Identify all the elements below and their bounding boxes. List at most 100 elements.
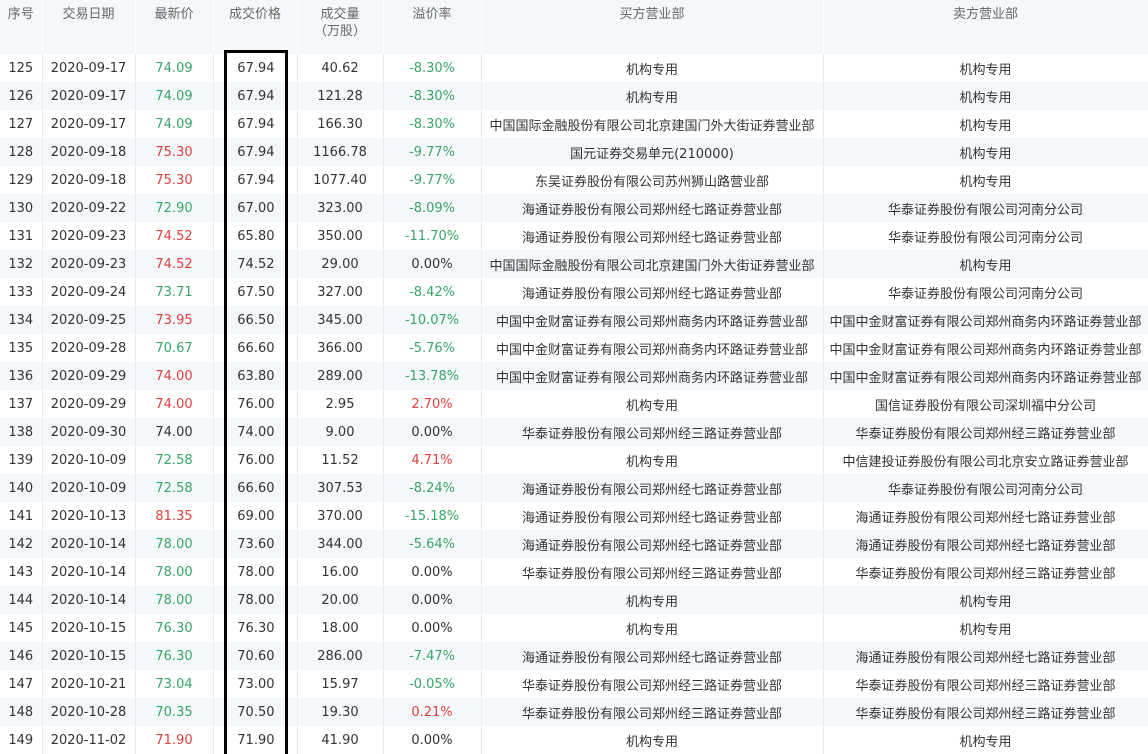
cell-latest-price: 76.30 [135, 642, 214, 670]
cell-no: 136 [0, 362, 43, 390]
cell-seller: 海通证券股份有限公司郑州经七路证券营业部 [823, 642, 1148, 670]
header-trade-price[interactable]: 成交价格 [213, 0, 298, 54]
table-row[interactable]: 132 2020-09-23 74.52 74.52 29.00 0.00% 中国国际金融股… [0, 250, 1148, 278]
cell-latest-price: 73.95 [135, 306, 214, 334]
cell-premium: -0.05% [383, 670, 482, 698]
table-row[interactable]: 129 2020-09-18 75.30 67.94 1077.40 -9.77% 东吴证券… [0, 166, 1148, 194]
table-row[interactable]: 136 2020-09-29 74.00 63.80 289.00 -13.78% 中国中金… [0, 362, 1148, 390]
cell-premium: 0.21% [383, 698, 482, 726]
cell-seller: 华泰证券股份有限公司郑州经三路证券营业部 [823, 698, 1148, 726]
table-row[interactable]: 133 2020-09-24 73.71 67.50 327.00 -8.42% 海通证券股… [0, 278, 1148, 306]
cell-date: 2020-10-13 [42, 502, 136, 530]
cell-premium: -15.18% [383, 502, 482, 530]
table-row[interactable]: 138 2020-09-30 74.00 74.00 9.00 0.00% 华泰证券股份有限… [0, 418, 1148, 446]
table-row[interactable]: 145 2020-10-15 76.30 76.30 18.00 0.00% 机构专用 机构专… [0, 614, 1148, 642]
cell-no: 135 [0, 334, 43, 362]
cell-buyer: 华泰证券股份有限公司郑州经三路证券营业部 [481, 558, 824, 586]
cell-no: 144 [0, 586, 43, 614]
table-row[interactable]: 127 2020-09-17 74.09 67.94 166.30 -8.30% 中国国际金… [0, 110, 1148, 138]
cell-trade-price: 74.52 [213, 250, 298, 278]
cell-latest-price: 74.52 [135, 250, 214, 278]
cell-volume: 2.95 [297, 390, 384, 418]
cell-no: 145 [0, 614, 43, 642]
cell-no: 149 [0, 726, 43, 754]
cell-premium: -8.30% [383, 82, 482, 110]
cell-seller: 中国中金财富证券有限公司郑州商务内环路证券营业部 [823, 362, 1148, 390]
cell-date: 2020-10-14 [42, 586, 136, 614]
cell-no: 127 [0, 110, 43, 138]
cell-latest-price: 78.00 [135, 558, 214, 586]
cell-seller: 国信证券股份有限公司深圳福中分公司 [823, 390, 1148, 418]
table-row[interactable]: 140 2020-10-09 72.58 66.60 307.53 -8.24% 海通证券股… [0, 474, 1148, 502]
table-row[interactable]: 146 2020-10-15 76.30 70.60 286.00 -7.47% 海通证券股… [0, 642, 1148, 670]
cell-buyer: 机构专用 [481, 446, 824, 474]
cell-date: 2020-10-15 [42, 642, 136, 670]
table-row[interactable]: 144 2020-10-14 78.00 78.00 20.00 0.00% 机构专用 机构专… [0, 586, 1148, 614]
cell-seller: 机构专用 [823, 250, 1148, 278]
cell-premium: -8.30% [383, 110, 482, 138]
cell-date: 2020-09-29 [42, 362, 136, 390]
cell-volume: 19.30 [297, 698, 384, 726]
cell-buyer: 中国国际金融股份有限公司北京建国门外大街证券营业部 [481, 110, 824, 138]
cell-premium: 0.00% [383, 558, 482, 586]
table-row[interactable]: 149 2020-11-02 71.90 71.90 41.90 0.00% 机构专用 机构专… [0, 726, 1148, 754]
cell-volume: 121.28 [297, 82, 384, 110]
cell-premium: -8.42% [383, 278, 482, 306]
table-row[interactable]: 128 2020-09-18 75.30 67.94 1166.78 -9.77% 国元证券… [0, 138, 1148, 166]
cell-trade-price: 67.94 [213, 54, 298, 82]
cell-seller: 华泰证券股份有限公司河南分公司 [823, 222, 1148, 250]
cell-buyer: 中国中金财富证券有限公司郑州商务内环路证券营业部 [481, 362, 824, 390]
header-volume[interactable]: 成交量 （万股） [297, 0, 384, 54]
table-row[interactable]: 142 2020-10-14 78.00 73.60 344.00 -5.64% 海通证券股… [0, 530, 1148, 558]
cell-volume: 350.00 [297, 222, 384, 250]
cell-premium: 2.70% [383, 390, 482, 418]
cell-volume: 344.00 [297, 530, 384, 558]
table-row[interactable]: 137 2020-09-29 74.00 76.00 2.95 2.70% 机构专用 国信证券… [0, 390, 1148, 418]
cell-no: 146 [0, 642, 43, 670]
header-buyer[interactable]: 买方营业部 [481, 0, 824, 54]
table-row[interactable]: 134 2020-09-25 73.95 66.50 345.00 -10.07% 中国中金… [0, 306, 1148, 334]
cell-trade-price: 70.60 [213, 642, 298, 670]
cell-seller: 海通证券股份有限公司郑州经七路证券营业部 [823, 530, 1148, 558]
cell-latest-price: 74.00 [135, 362, 214, 390]
cell-buyer: 国元证券交易单元(210000) [481, 138, 824, 166]
cell-latest-price: 70.35 [135, 698, 214, 726]
cell-volume: 166.30 [297, 110, 384, 138]
cell-date: 2020-09-22 [42, 194, 136, 222]
cell-no: 134 [0, 306, 43, 334]
cell-trade-price: 67.50 [213, 278, 298, 306]
cell-seller: 华泰证券股份有限公司郑州经三路证券营业部 [823, 418, 1148, 446]
header-no[interactable]: 序号 [0, 0, 43, 54]
cell-seller: 中信建投证券股份有限公司北京安立路证券营业部 [823, 446, 1148, 474]
cell-trade-price: 67.94 [213, 166, 298, 194]
cell-seller: 机构专用 [823, 110, 1148, 138]
table-row[interactable]: 131 2020-09-23 74.52 65.80 350.00 -11.70% 海通证券… [0, 222, 1148, 250]
table-row[interactable]: 125 2020-09-17 74.09 67.94 40.62 -8.30% 机构专用 机构… [0, 54, 1148, 82]
header-latest-price[interactable]: 最新价 [135, 0, 214, 54]
cell-trade-price: 70.50 [213, 698, 298, 726]
cell-no: 131 [0, 222, 43, 250]
table-row[interactable]: 141 2020-10-13 81.35 69.00 370.00 -15.18% 海通证券… [0, 502, 1148, 530]
table-row[interactable]: 139 2020-10-09 72.58 76.00 11.52 4.71% 机构专用 中信建… [0, 446, 1148, 474]
cell-buyer: 机构专用 [481, 726, 824, 754]
table-row[interactable]: 126 2020-09-17 74.09 67.94 121.28 -8.30% 机构专用机… [0, 82, 1148, 110]
header-premium[interactable]: 溢价率 [383, 0, 482, 54]
table-row[interactable]: 130 2020-09-22 72.90 67.00 323.00 -8.09% 海通证券股… [0, 194, 1148, 222]
table-row[interactable]: 143 2020-10-14 78.00 78.00 16.00 0.00% 华泰证券股份有… [0, 558, 1148, 586]
cell-no: 129 [0, 166, 43, 194]
header-seller[interactable]: 卖方营业部 [823, 0, 1148, 54]
cell-buyer: 中国中金财富证券有限公司郑州商务内环路证券营业部 [481, 334, 824, 362]
table-row[interactable]: 147 2020-10-21 73.04 73.00 15.97 -0.05% 华泰证券股份… [0, 670, 1148, 698]
table-row[interactable]: 135 2020-09-28 70.67 66.60 366.00 -5.76% 中国中金财… [0, 334, 1148, 362]
cell-no: 142 [0, 530, 43, 558]
cell-no: 126 [0, 82, 43, 110]
cell-date: 2020-09-30 [42, 418, 136, 446]
cell-trade-price: 78.00 [213, 586, 298, 614]
cell-no: 140 [0, 474, 43, 502]
cell-premium: -8.30% [383, 54, 482, 82]
header-date[interactable]: 交易日期 [42, 0, 136, 54]
cell-trade-price: 71.90 [213, 726, 298, 754]
cell-latest-price: 74.09 [135, 54, 214, 82]
table-row[interactable]: 148 2020-10-28 70.35 70.50 19.30 0.21% 华泰证券股份有… [0, 698, 1148, 726]
